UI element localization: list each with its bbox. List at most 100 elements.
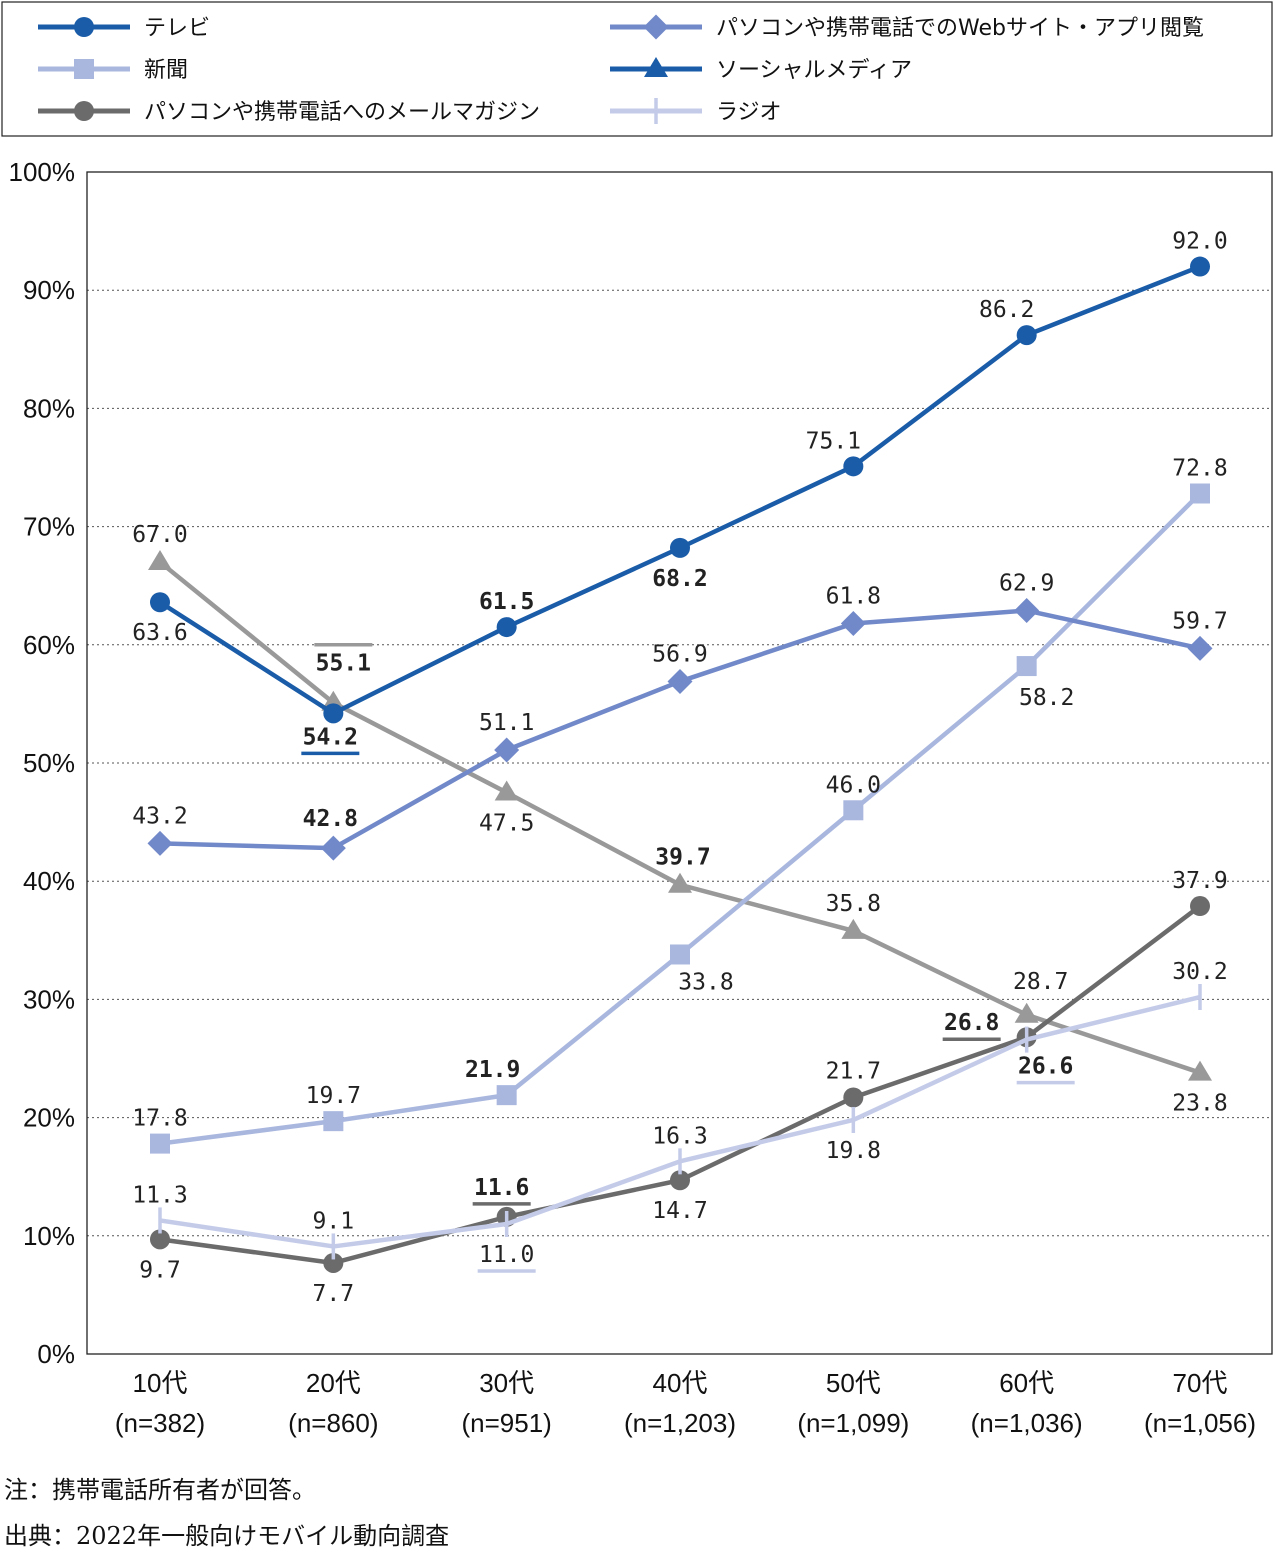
data-label: 19.7: [306, 1083, 361, 1109]
data-point: [150, 1229, 170, 1250]
y-tick-label: 90%: [23, 275, 75, 305]
data-point: [1187, 635, 1213, 661]
data-label: 9.1: [313, 1208, 355, 1234]
y-tick-label: 70%: [23, 512, 75, 542]
data-label: 16.3: [652, 1123, 707, 1149]
data-label: 33.8: [678, 969, 733, 995]
data-label: 42.8: [303, 806, 358, 832]
data-label: 37.9: [1172, 868, 1227, 894]
footnote: 注：携帯電話所有者が回答。: [4, 1476, 316, 1504]
x-tick-sublabel: (n=1,203): [624, 1408, 736, 1438]
data-label: 14.7: [652, 1198, 707, 1224]
x-tick-label: 10代: [133, 1368, 188, 1398]
data-label: 11.3: [132, 1182, 187, 1208]
legend-marker: [74, 17, 94, 37]
x-tick-label: 60代: [999, 1368, 1054, 1398]
y-tick-label: 100%: [9, 157, 76, 187]
legend-label: パソコンや携帯電話でのWebサイト・アプリ閲覧: [716, 16, 1204, 41]
y-tick-label: 10%: [23, 1221, 75, 1251]
data-labels: 63.6 54.2 61.5 68.2 75.1 86.2 92.0 17.8 19.7 21.9…: [132, 229, 1227, 1307]
data-point: [150, 1133, 170, 1154]
legend-marker: [644, 57, 668, 77]
y-tick-label: 40%: [23, 866, 75, 896]
data-point: [496, 617, 517, 638]
y-tick-label: 60%: [23, 630, 75, 660]
data-point: [1016, 656, 1037, 677]
data-label: 92.0: [1172, 229, 1227, 255]
x-tick-label: 30代: [479, 1368, 534, 1398]
legend-label: 新聞: [144, 58, 188, 83]
data-point: [667, 668, 693, 694]
data-label: 23.8: [1172, 1091, 1227, 1117]
x-tick-sublabel: (n=382): [115, 1408, 205, 1438]
source-note: 出典：2022年一般向けモバイル動向調査: [4, 1522, 450, 1550]
data-label: 47.5: [479, 811, 534, 837]
data-point: [323, 1252, 344, 1273]
y-tick-label: 80%: [23, 393, 75, 423]
legend-label: テレビ: [144, 16, 210, 41]
data-label: 28.7: [1013, 969, 1068, 995]
data-label: 55.1: [316, 651, 371, 677]
data-point: [494, 780, 519, 801]
data-point: [320, 835, 346, 861]
x-tick-sublabel: (n=860): [288, 1408, 378, 1438]
y-tick-label: 30%: [23, 984, 75, 1014]
y-tick-label: 0%: [37, 1339, 75, 1369]
data-label: 68.2: [652, 566, 707, 592]
data-label: 17.8: [132, 1106, 187, 1132]
data-label: 75.1: [806, 428, 861, 454]
data-point: [1190, 256, 1210, 277]
data-point: [1190, 483, 1210, 504]
data-label: 67.0: [132, 522, 187, 548]
data-label: 21.9: [465, 1057, 520, 1083]
data-point: [496, 1085, 517, 1106]
data-point: [148, 550, 172, 571]
axes: 0% 10% 20% 30% 40% 50% 60% 70% 80% 90% 100% 10代 (n=3…: [9, 157, 1273, 1438]
series-group: [147, 256, 1213, 1273]
data-label: 46.0: [826, 772, 881, 798]
data-point: [323, 703, 344, 724]
plot-frame: [86, 171, 1273, 1355]
data-point: [1014, 1002, 1039, 1023]
data-point: [1188, 1060, 1212, 1081]
legend-marker: [643, 14, 669, 40]
data-point: [1016, 325, 1037, 346]
data-label: 11.6: [474, 1175, 529, 1201]
y-tick-label: 20%: [23, 1103, 75, 1133]
data-label: 43.2: [132, 803, 187, 829]
data-point: [668, 872, 692, 893]
data-label: 35.8: [826, 891, 881, 917]
data-label: 61.8: [826, 584, 881, 610]
data-point: [841, 918, 866, 939]
legend-label: ラジオ: [716, 100, 782, 125]
legend-label: ソーシャルメディア: [716, 58, 912, 83]
data-label: 51.1: [479, 710, 534, 736]
data-label: 63.6: [132, 620, 187, 646]
legend-label: パソコンや携帯電話へのメールマガジン: [144, 100, 540, 125]
data-point: [843, 1087, 864, 1108]
data-point: [843, 800, 864, 821]
data-label: 54.2: [303, 724, 358, 750]
data-point: [150, 592, 170, 613]
data-point: [843, 456, 864, 477]
data-point: [1014, 598, 1040, 624]
data-label: 62.9: [999, 571, 1054, 597]
gridlines: [87, 289, 1272, 1237]
x-tick-label: 20代: [306, 1368, 361, 1398]
x-tick-label: 40代: [653, 1368, 708, 1398]
data-label: 86.2: [979, 297, 1034, 323]
data-label: 21.7: [826, 1059, 881, 1085]
data-point: [1190, 896, 1210, 917]
data-point: [494, 737, 520, 763]
data-label: 11.0: [479, 1242, 534, 1268]
data-label: 26.6: [1018, 1054, 1073, 1080]
data-label: 59.7: [1172, 608, 1227, 634]
data-label: 26.8: [944, 1010, 999, 1036]
data-point: [670, 537, 690, 558]
data-label: 7.7: [313, 1281, 355, 1307]
x-tick-sublabel: (n=1,036): [971, 1408, 1083, 1438]
data-label: 39.7: [655, 845, 710, 871]
legend-marker: [74, 59, 94, 79]
data-label: 9.7: [139, 1257, 181, 1283]
x-tick-label: 50代: [826, 1368, 881, 1398]
